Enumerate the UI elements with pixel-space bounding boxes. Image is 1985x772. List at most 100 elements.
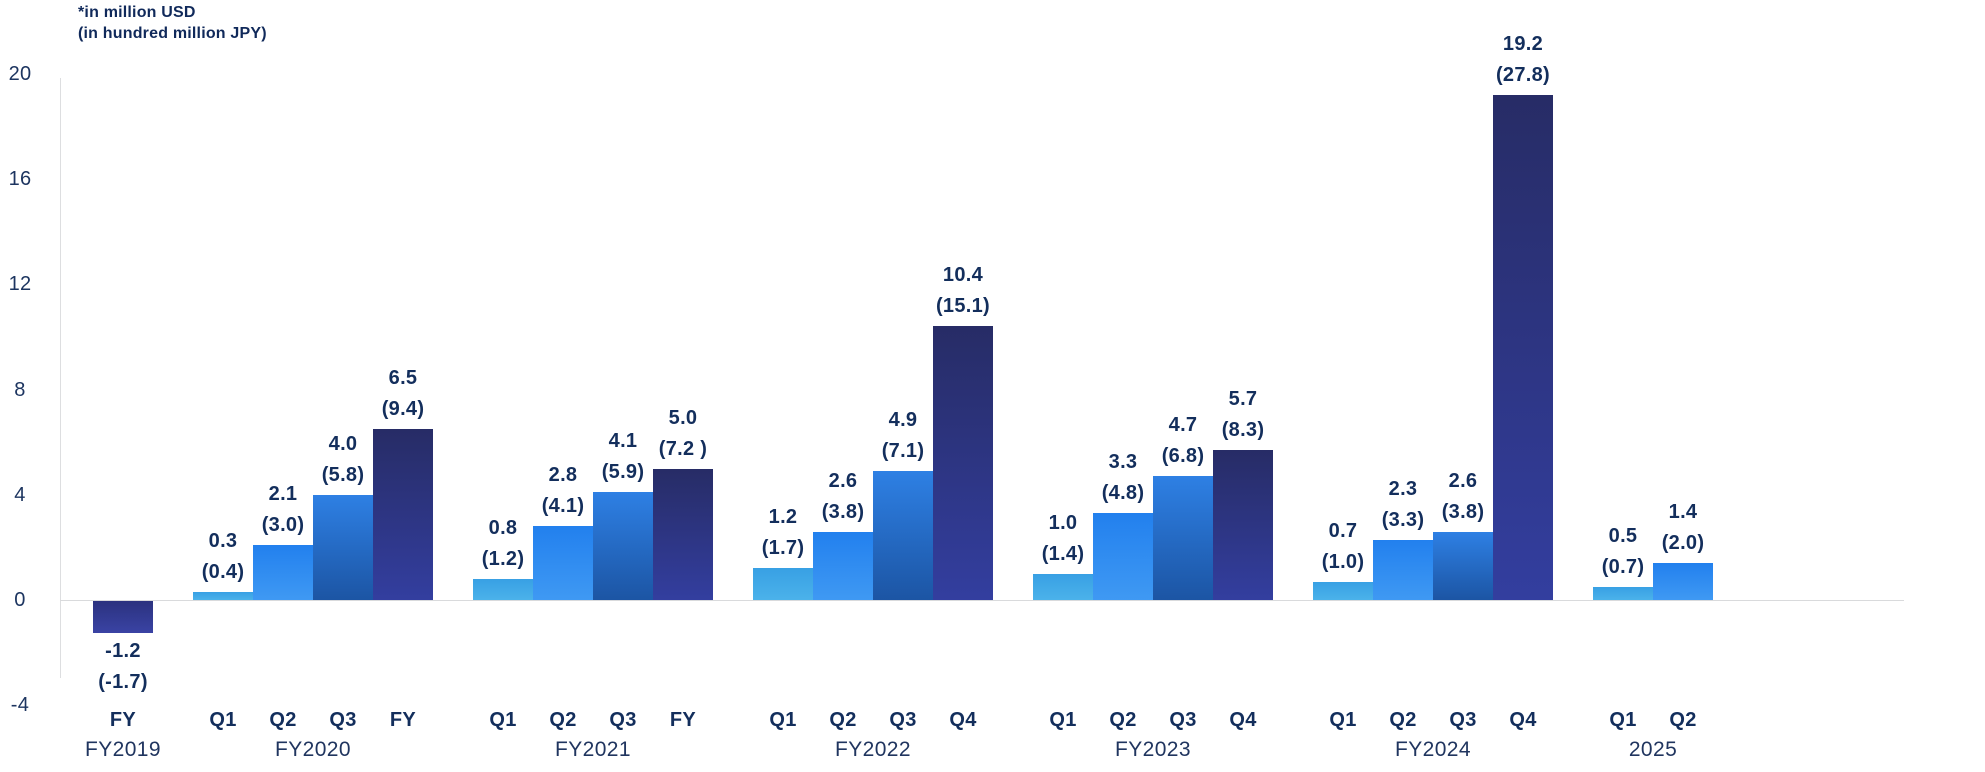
jpy-value: (6.8)	[1161, 445, 1205, 468]
usd-value: 2.1	[268, 482, 298, 505]
y-axis-line	[60, 78, 61, 678]
usd-value: 0.5	[1608, 524, 1638, 547]
bar-fy2021-q2	[533, 526, 593, 600]
bar-fy2022-q1	[753, 568, 813, 600]
jpy-value: (5.9)	[601, 461, 645, 484]
jpy-value: (3.3)	[1381, 508, 1425, 531]
usd-value: 1.0	[1048, 511, 1078, 534]
bar-value-label: 4.0 (5.8)	[283, 429, 403, 491]
bar-fy2024-q4	[1493, 95, 1553, 600]
bar-fy2020-q3	[313, 494, 373, 600]
bar-fy2020-fy	[373, 429, 433, 600]
jpy-value: (27.8)	[1495, 64, 1551, 87]
period-label: Q1	[769, 709, 797, 731]
bar-fy2023-q3	[1153, 476, 1213, 600]
period-label: Q1	[489, 709, 517, 731]
usd-value: 19.2	[1502, 33, 1544, 56]
jpy-value: (7.2 )	[658, 437, 708, 460]
y-tick-label: 8	[14, 378, 26, 401]
bar-value-label: 0.7 (1.0)	[1283, 516, 1403, 578]
y-tick-label: 0	[14, 589, 26, 611]
jpy-value: (0.4)	[201, 561, 245, 584]
bar-value-label: 5.0 (7.2 )	[623, 403, 743, 465]
fiscal-year-label: 2025	[1628, 738, 1678, 761]
period-label: Q2	[829, 709, 857, 731]
jpy-value: (0.7)	[1601, 555, 1645, 578]
jpy-value: (5.8)	[321, 463, 365, 486]
units-note-line1: *in million USD	[78, 4, 196, 21]
jpy-value: (3.8)	[821, 500, 865, 523]
bar-fy2020-q1	[193, 592, 253, 600]
usd-value: 3.3	[1108, 451, 1138, 474]
units-note-line2: (in hundred million JPY)	[78, 25, 267, 42]
jpy-value: (9.4)	[381, 398, 425, 421]
bar-2025-q1	[1593, 586, 1653, 600]
fiscal-year-label: FY2023	[1115, 738, 1191, 761]
bar-value-label: 2.3 (3.3)	[1343, 474, 1463, 536]
bar-fy2023-q1	[1033, 573, 1093, 600]
period-label: Q3	[1169, 709, 1197, 731]
bar-value-label: 4.1 (5.9)	[563, 426, 683, 488]
jpy-value: (1.2)	[481, 547, 525, 570]
period-label: Q3	[609, 709, 637, 731]
fiscal-year-label: FY2022	[835, 738, 911, 761]
period-label: Q1	[1609, 709, 1637, 731]
bar-value-label: 0.5 (0.7)	[1563, 521, 1683, 583]
bar-fy2019-fy	[93, 601, 153, 633]
period-label: Q4	[949, 709, 977, 731]
bar-fy2024-q1	[1313, 581, 1373, 600]
fiscal-year-label: FY2019	[85, 738, 161, 761]
period-label: Q2	[1389, 709, 1417, 731]
period-label: Q2	[1669, 709, 1697, 731]
bar-2025-q2	[1653, 563, 1713, 600]
bar-value-label: -1.2 (-1.7)	[63, 636, 183, 698]
bar-value-label: 2.8 (4.1)	[503, 460, 623, 522]
usd-value: 4.9	[888, 409, 918, 432]
jpy-value: (2.0)	[1661, 532, 1705, 555]
bar-value-label: 1.2 (1.7)	[723, 502, 843, 564]
y-tick-label: 12	[8, 273, 32, 296]
bar-value-label: 1.0 (1.4)	[1003, 508, 1123, 570]
fiscal-year-label: FY2021	[555, 738, 631, 761]
jpy-value: (15.1)	[935, 295, 991, 318]
period-label: Q2	[549, 709, 577, 731]
units-note: *in million USD (in hundred million JPY)	[78, 2, 267, 44]
period-label: FY	[389, 709, 417, 731]
period-label: Q4	[1509, 709, 1537, 731]
bar-value-label: 0.8 (1.2)	[443, 513, 563, 575]
period-label: Q3	[889, 709, 917, 731]
bar-value-label: 2.1 (3.0)	[223, 479, 343, 541]
bar-value-label: 0.3 (0.4)	[163, 526, 283, 588]
jpy-value: (3.8)	[1441, 500, 1485, 523]
period-label: Q3	[329, 709, 357, 731]
jpy-value: (1.0)	[1321, 550, 1365, 573]
period-label: Q1	[1049, 709, 1077, 731]
usd-value: 2.6	[1448, 469, 1478, 492]
bar-value-label: 1.4 (2.0)	[1623, 497, 1743, 559]
jpy-value: (-1.7)	[98, 670, 148, 693]
zero-baseline	[60, 600, 1904, 601]
bar-value-label: 4.9 (7.1)	[843, 405, 963, 467]
period-label: Q1	[209, 709, 237, 731]
bar-value-label: 5.7 (8.3)	[1183, 384, 1303, 446]
bar-value-label: 2.6 (3.8)	[783, 466, 903, 528]
y-tick-label: -4	[10, 694, 30, 717]
period-label: FY	[669, 709, 697, 731]
jpy-value: (4.1)	[541, 495, 585, 518]
y-tick-label: 4	[14, 483, 26, 506]
period-label: Q2	[269, 709, 297, 731]
period-label: FY	[109, 709, 137, 731]
usd-value: 2.6	[828, 469, 858, 492]
bar-fy2021-fy	[653, 468, 713, 600]
jpy-value: (1.4)	[1041, 542, 1085, 565]
bar-fy2021-q1	[473, 578, 533, 600]
bar-value-label: 4.7 (6.8)	[1123, 410, 1243, 472]
usd-value: 0.3	[208, 530, 238, 553]
usd-value: 10.4	[942, 264, 984, 287]
usd-value: 4.0	[328, 432, 358, 455]
usd-value: 5.7	[1228, 388, 1258, 411]
jpy-value: (7.1)	[881, 440, 925, 463]
bar-value-label: 2.6 (3.8)	[1403, 466, 1523, 528]
period-label: Q4	[1229, 709, 1257, 731]
jpy-value: (3.0)	[261, 513, 305, 536]
